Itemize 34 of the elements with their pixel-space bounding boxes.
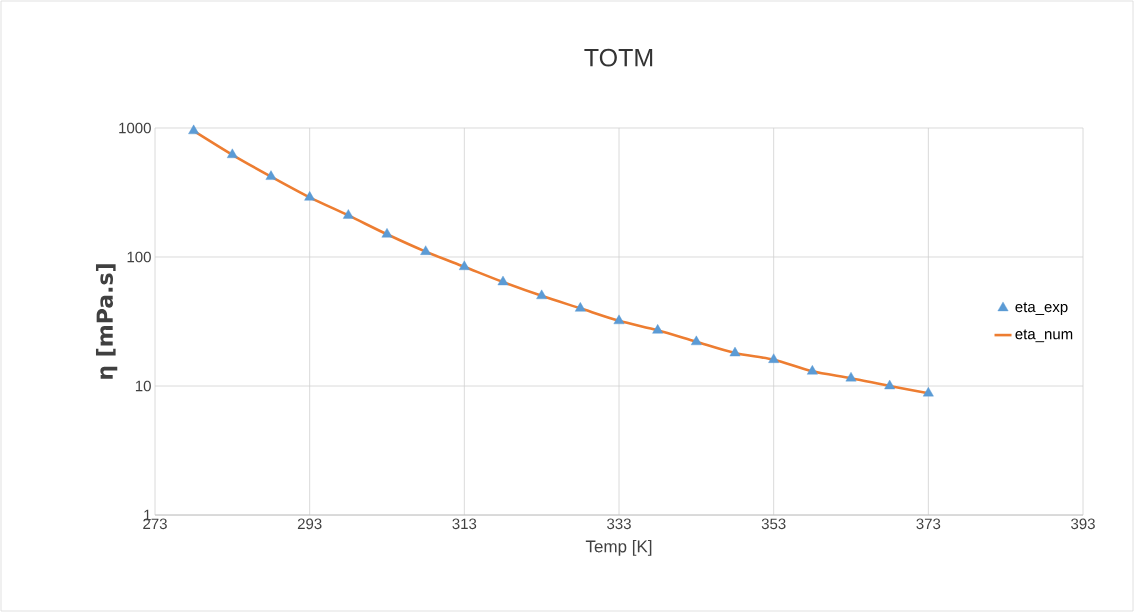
point bbox=[768, 353, 780, 363]
x-tick-label: 353 bbox=[761, 518, 786, 530]
point bbox=[458, 260, 470, 270]
legend-label: eta_exp bbox=[1015, 302, 1068, 316]
point bbox=[342, 209, 354, 219]
x-tick-label: 373 bbox=[916, 518, 941, 530]
point bbox=[188, 124, 200, 135]
point bbox=[420, 245, 432, 255]
point bbox=[536, 289, 548, 300]
y-tick-label: 10 bbox=[135, 380, 151, 392]
x-tick-label: 293 bbox=[297, 518, 322, 530]
x-axis-title: Temp [K] bbox=[585, 539, 652, 556]
x-tick-label: 393 bbox=[1071, 518, 1095, 530]
point bbox=[304, 191, 316, 201]
point bbox=[729, 346, 741, 357]
chart-title: TOTM bbox=[584, 48, 653, 67]
point bbox=[845, 371, 857, 382]
point bbox=[690, 335, 702, 346]
point bbox=[574, 302, 586, 312]
legend-label: eta_num bbox=[1015, 329, 1073, 343]
point bbox=[226, 148, 238, 158]
point bbox=[806, 365, 818, 375]
point bbox=[652, 324, 664, 334]
point bbox=[381, 228, 393, 238]
x-tick-label: 333 bbox=[607, 518, 631, 530]
point bbox=[922, 386, 934, 397]
x-tick-label: 313 bbox=[452, 518, 477, 530]
y-tick-label: 100 bbox=[127, 251, 151, 263]
y-axis-title: η [mPa.s] bbox=[95, 264, 118, 379]
point bbox=[613, 314, 625, 325]
point bbox=[265, 170, 277, 180]
point bbox=[497, 275, 509, 286]
point bbox=[884, 379, 896, 390]
y-tick-label: 1000 bbox=[119, 122, 151, 134]
